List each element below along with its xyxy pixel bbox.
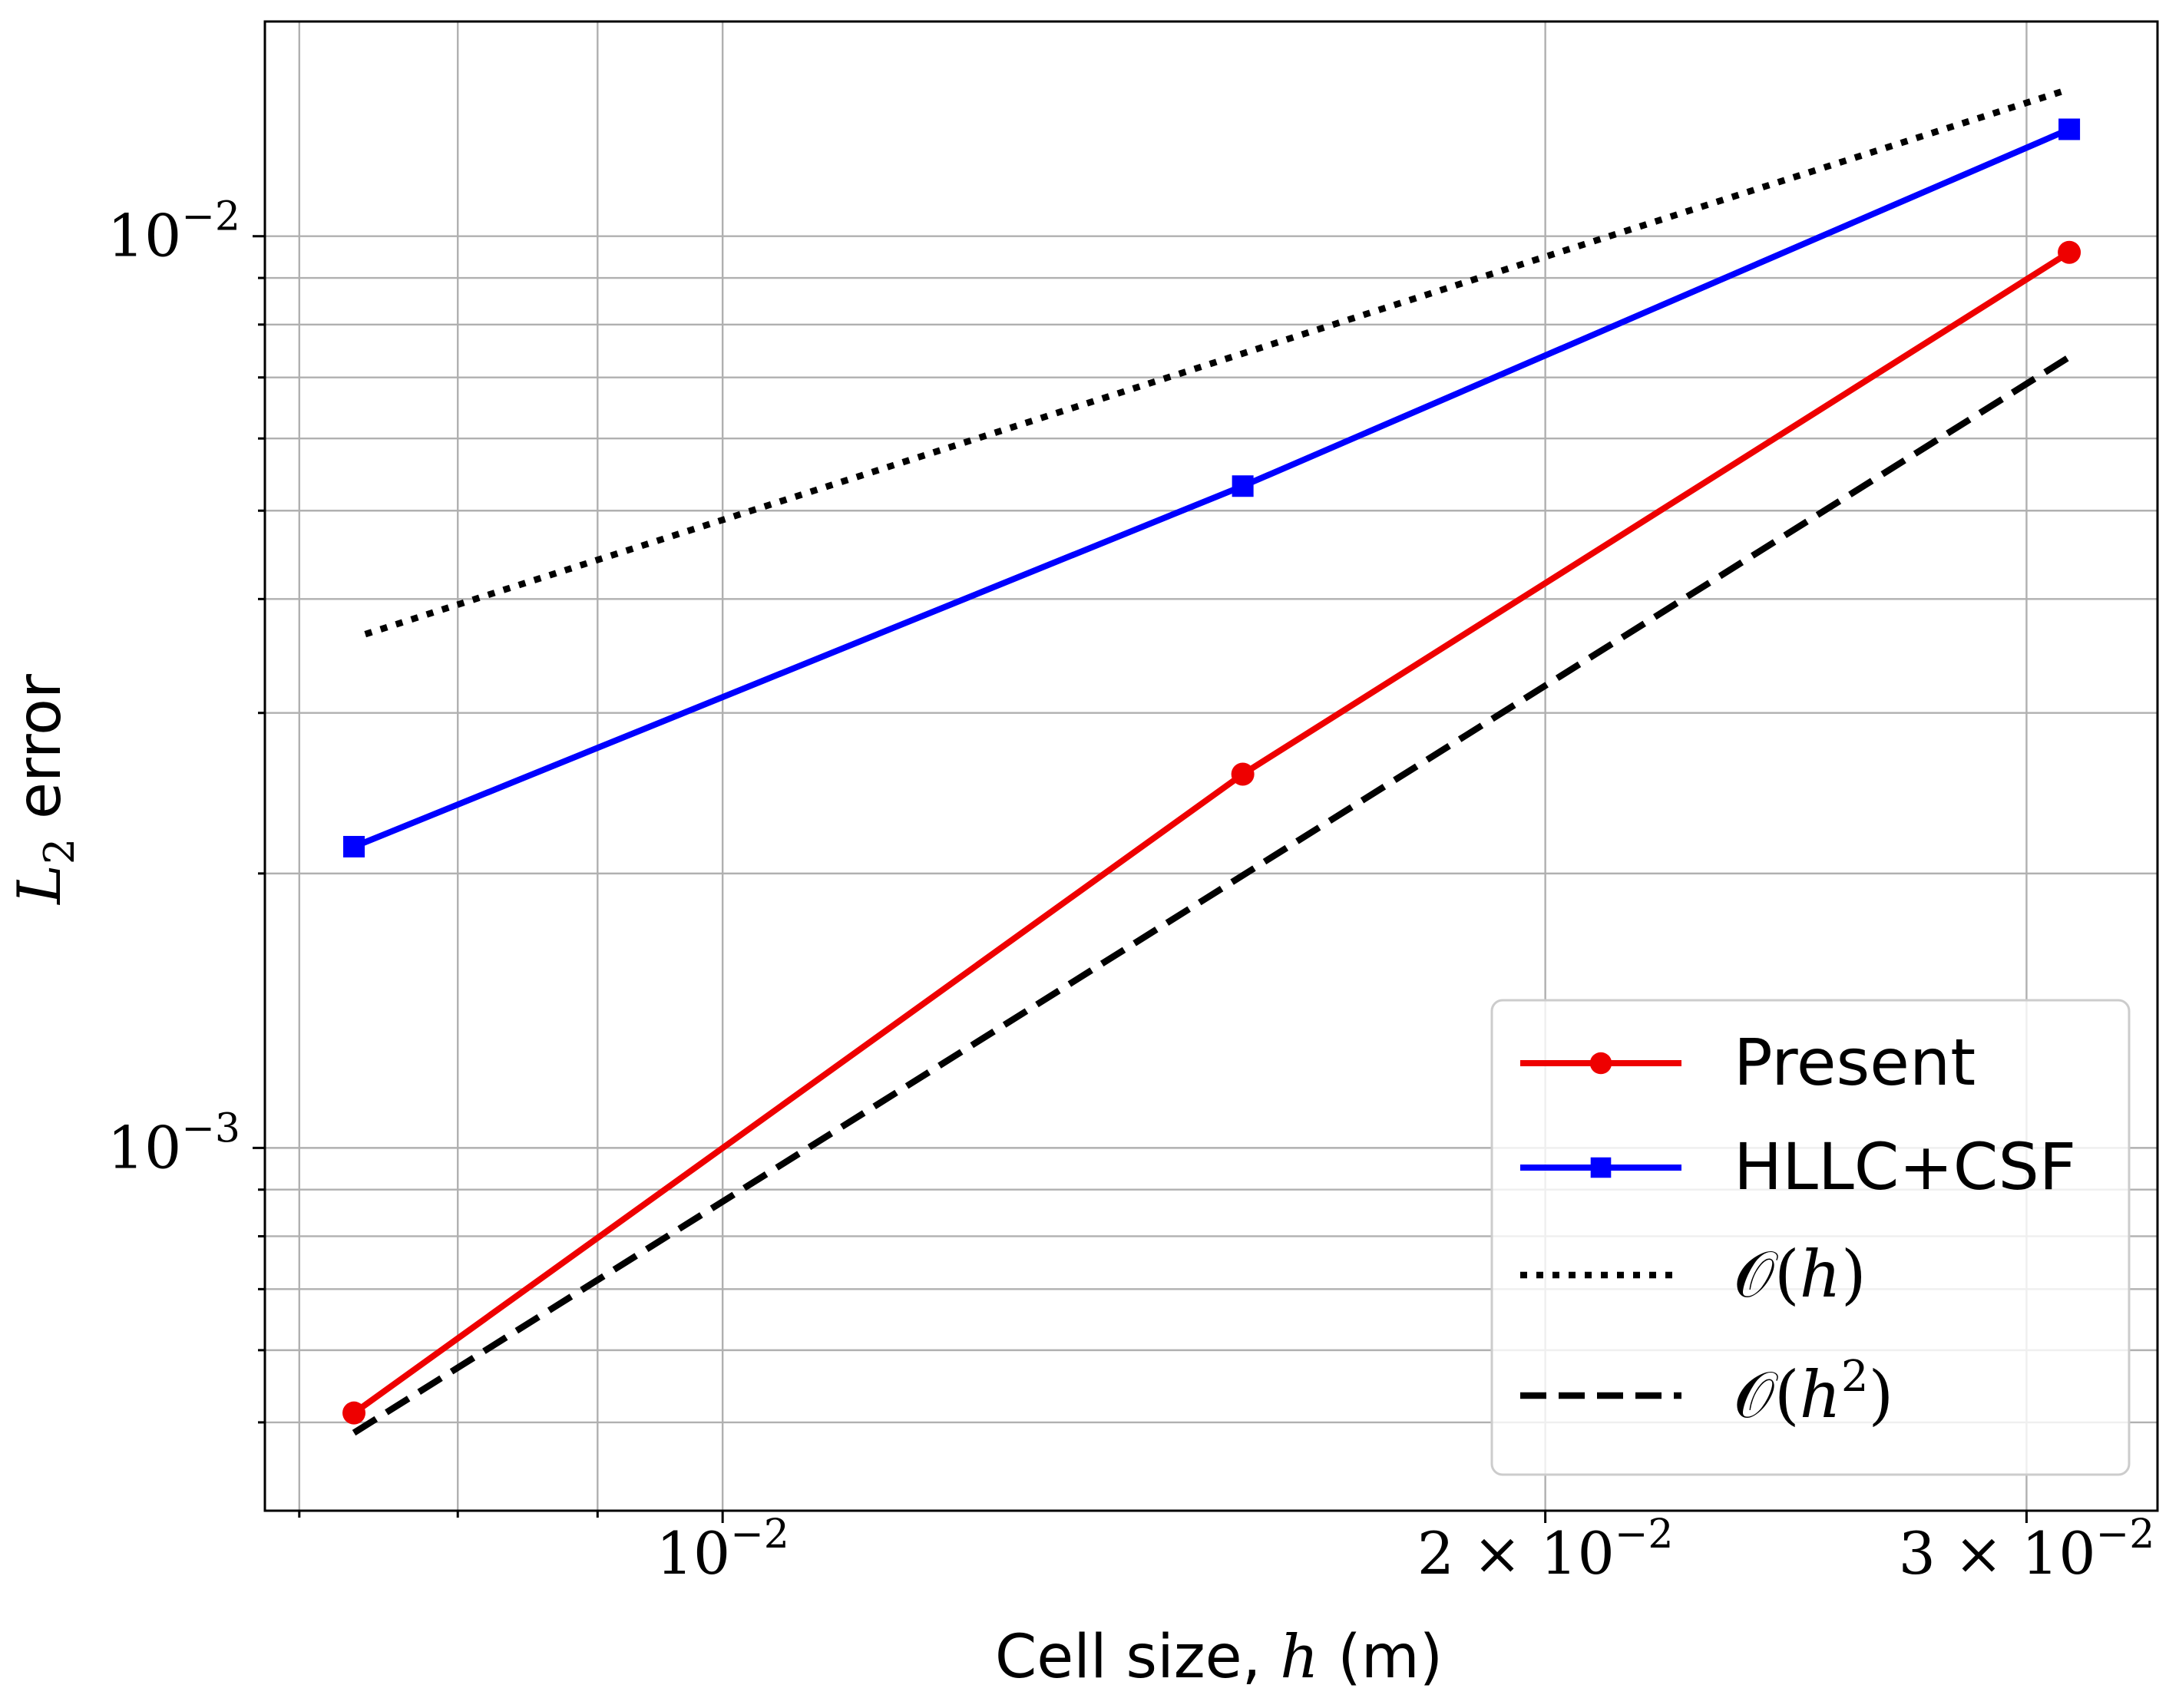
x-tick-label: 3 × 10−2 (1899, 1511, 2155, 1587)
series-order-h2 (352, 354, 2072, 1436)
data-point (1231, 762, 1255, 786)
data-point (2058, 118, 2081, 140)
data-point (1590, 1157, 1612, 1178)
series (342, 86, 2081, 1436)
x-tick-label: 10−2 (656, 1511, 789, 1587)
data-point (1589, 1052, 1612, 1075)
series-present (342, 240, 2081, 1425)
legend: Present HLLC+CSF 𝒪(h) 𝒪(h2) (1490, 999, 2131, 1476)
series-hllc-csf (343, 118, 2081, 857)
ticks (253, 235, 2028, 1523)
y-tick-label: 10−2 (107, 194, 240, 270)
legend-entry: Present (1520, 1025, 1976, 1100)
data-point (342, 1401, 366, 1425)
y-axis-label: L2 error (5, 673, 84, 906)
y-tick-label: 10−3 (107, 1105, 240, 1181)
legend-entry: 𝒪(h) (1520, 1237, 1867, 1312)
legend-label: 𝒪(h2) (1734, 1352, 1893, 1432)
legend-box (1490, 999, 2131, 1476)
x-tick-label: 2 × 10−2 (1417, 1511, 1674, 1587)
plot-frame (263, 20, 2159, 1512)
legend-entry: HLLC+CSF (1520, 1129, 2076, 1204)
x-axis-label: Cell size, h (m) (995, 1623, 1443, 1692)
legend-label: Present (1734, 1025, 1976, 1100)
legend-label: HLLC+CSF (1734, 1129, 2076, 1204)
data-point (2058, 240, 2081, 264)
legend-label: 𝒪(h) (1734, 1237, 1867, 1312)
legend-entry: 𝒪(h2) (1520, 1352, 1893, 1432)
data-point (343, 835, 365, 857)
series-line (352, 354, 2072, 1436)
axis-labels: 10−2 2 × 10−2 3 × 10−2 10−2 10−3 Cell size, h… (5, 194, 2154, 1692)
data-point (1232, 475, 1254, 497)
